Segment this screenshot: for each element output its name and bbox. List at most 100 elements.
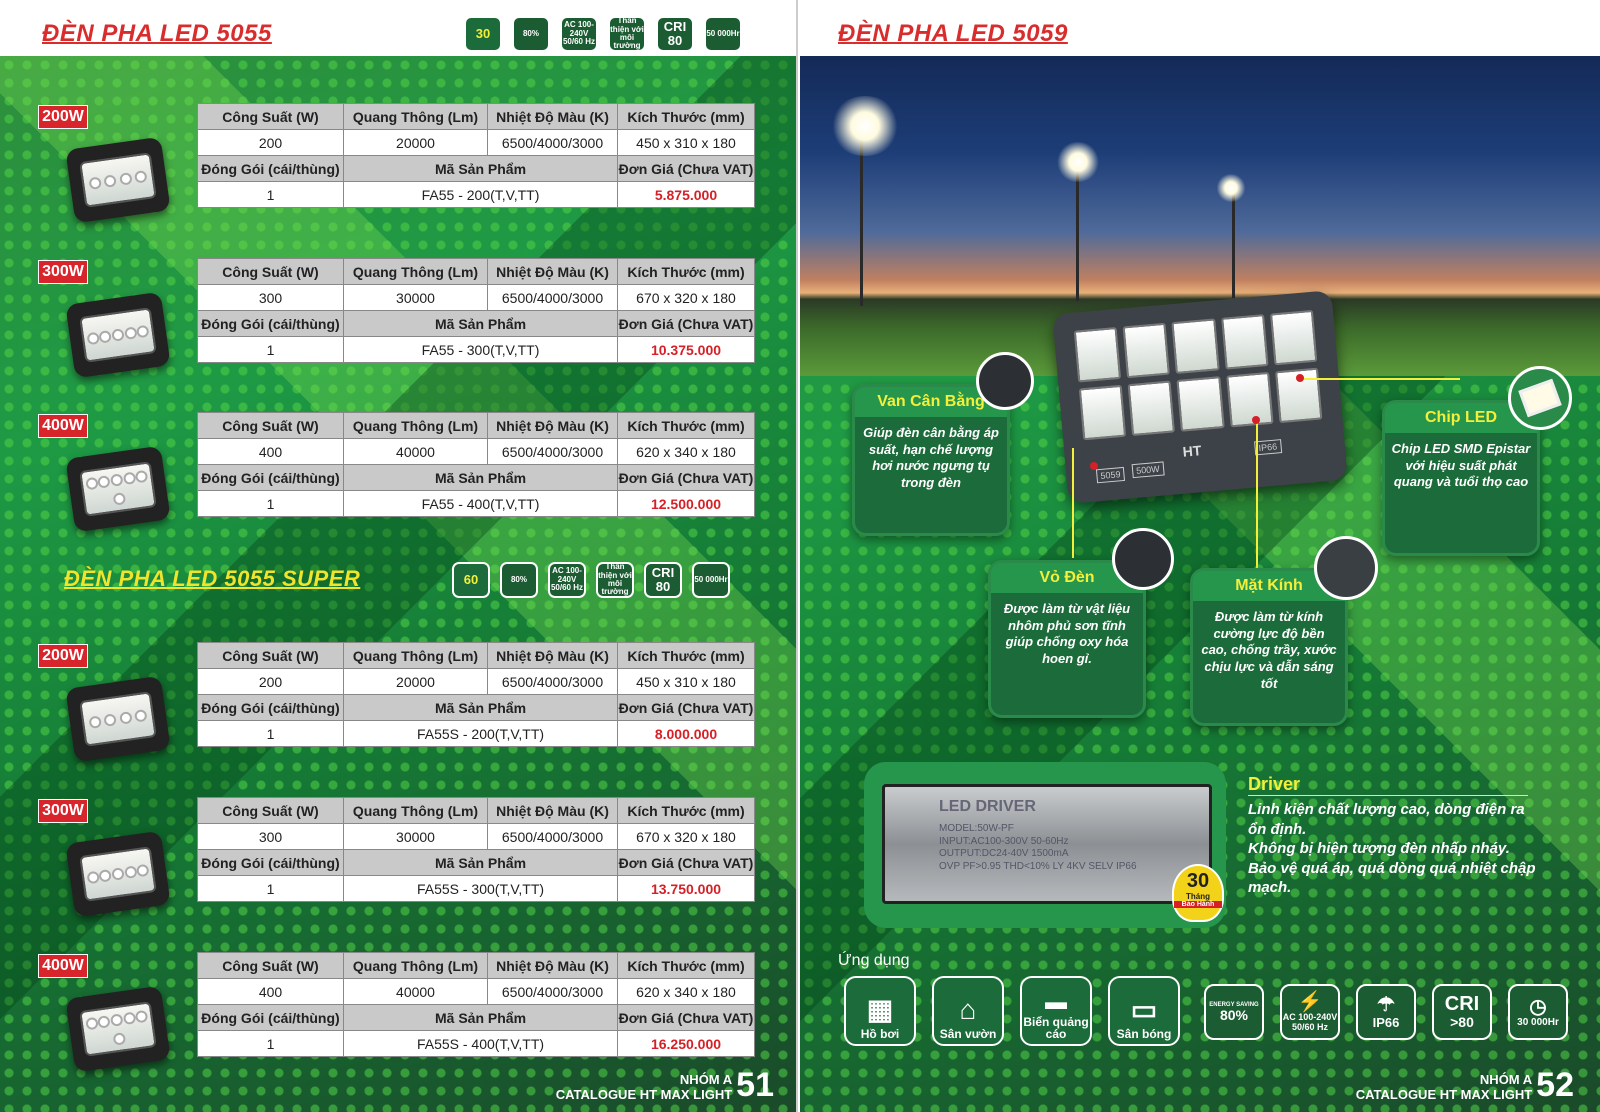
- table-row: 300 30000 6500/4000/3000 670 x 320 x 180: [197, 284, 755, 311]
- table-row: 1 FA55 - 300(T,V,TT) 10.375.000: [197, 336, 755, 363]
- callout-chip: Chip LED Chip LED SMD Epistar với hiệu s…: [1382, 400, 1540, 556]
- right-header-bar: [800, 0, 1600, 56]
- right-page-title: ĐÈN PHA LED 5059: [838, 20, 1068, 47]
- table-row: Đóng Gói (cái/thùng) Mã Sản Phẩm Đơn Giá (…: [197, 464, 755, 491]
- left-footer: NHÓM A CATALOGUE HT MAX LIGHT 51: [556, 1068, 774, 1102]
- cri-icon: CRI 80: [656, 16, 694, 52]
- floodlight-image: [65, 985, 171, 1073]
- eco-friendly-icon: Thân thiện với môi trường: [608, 16, 646, 52]
- super-section-title: ĐÈN PHA LED 5055 SUPER: [64, 566, 361, 591]
- driver-description: Linh kiện chất lượng cao, dòng điện ra ổ…: [1248, 801, 1536, 896]
- warranty-30-icon: 30: [464, 16, 502, 52]
- callout-valve-text: Giúp đèn cân bằng áp suất, hạn chế lượng…: [863, 425, 999, 490]
- energy-saving-icon: 80%: [500, 562, 538, 598]
- hero-floodlight: HT 5059 500W IP66: [1052, 290, 1348, 504]
- driver-input: INPUT:AC100-300V 50-60Hz: [939, 835, 1069, 847]
- warranty-60-icon: 60: [452, 562, 490, 598]
- wattage-badge: 400W: [38, 954, 88, 978]
- footer-group: NHÓM A: [1479, 1071, 1533, 1087]
- table-row: Đóng Gói (cái/thùng) Mã Sản Phẩm Đơn Giá (…: [197, 1004, 755, 1031]
- warranty-30-icon: 30 Tháng Bảo Hành: [1172, 864, 1224, 922]
- driver-model: MODEL:50W-PF: [939, 823, 1014, 834]
- cri-icon: CRI 80: [644, 562, 682, 598]
- table-row: Đóng Gói (cái/thùng) Mã Sản Phẩm Đơn Giá (…: [197, 849, 755, 876]
- valve-closeup: [976, 352, 1034, 410]
- floodlight-image: [65, 830, 171, 918]
- lifespan-icon: 50 000Hr: [692, 562, 730, 598]
- left-page-title: ĐÈN PHA LED 5055: [42, 20, 272, 47]
- eco-friendly-icon: Thân thiện với môi trường: [596, 562, 634, 598]
- table-row: 400 40000 6500/4000/3000 620 x 340 x 180: [197, 438, 755, 465]
- chip-pointer: [1296, 374, 1304, 382]
- price-value: 13.750.000: [617, 875, 755, 902]
- wattage-badge: 200W: [38, 644, 88, 668]
- hero-brand-logo: HT: [1182, 442, 1203, 460]
- pool-icon: ▦ Hồ bơi: [844, 976, 916, 1046]
- led-driver-image: LED DRIVER MODEL:50W-PF INPUT:AC100-300V…: [882, 784, 1212, 904]
- table-row: Đóng Gói (cái/thùng) Mã Sản Phẩm Đơn Giá (…: [197, 694, 755, 721]
- floodlight-glow: [1056, 142, 1100, 182]
- table-row: 1 FA55S - 400(T,V,TT) 16.250.000: [197, 1030, 755, 1057]
- table-row: Công Suất (W) Quang Thông (Lm) Nhiệt Độ Mà…: [197, 412, 755, 439]
- spec-table: Công Suất (W) Quang Thông (Lm) Nhiệt Độ Mà…: [197, 797, 755, 902]
- voltage-icon: ⚡ AC 100-240V 50/60 Hz: [1280, 984, 1340, 1040]
- right-footer: NHÓM A CATALOGUE HT MAX LIGHT 52: [1356, 1068, 1574, 1102]
- callout-chip-title: Chip LED: [1385, 403, 1537, 433]
- table-row: Công Suất (W) Quang Thông (Lm) Nhiệt Độ Mà…: [197, 103, 755, 130]
- lifespan-icon: ◷ 30 000Hr: [1508, 984, 1568, 1040]
- lifespan-icon: 50 000Hr: [704, 16, 742, 52]
- voltage-icon: AC 100-240V 50/60 Hz: [560, 16, 598, 52]
- page-number: 51: [736, 1066, 774, 1104]
- callout-glass-text: Được làm từ kính cường lực độ bền cao, c…: [1201, 609, 1337, 691]
- page-number: 52: [1536, 1066, 1574, 1104]
- wattage-badge: 400W: [38, 414, 88, 438]
- shell-pointer: [1090, 462, 1098, 470]
- footer-catalogue: CATALOGUE HT MAX LIGHT: [555, 1087, 733, 1102]
- callout-shell: Vỏ Đèn Được làm từ vật liệu nhôm phủ sơn…: [988, 560, 1146, 718]
- callout-chip-text: Chip LED SMD Epistar với hiệu suất phát …: [1391, 441, 1531, 490]
- table-row: Công Suất (W) Quang Thông (Lm) Nhiệt Độ Mà…: [197, 952, 755, 979]
- floodlight-image: [65, 675, 171, 763]
- floodlight-image: [65, 445, 171, 533]
- spec-table: Công Suất (W) Quang Thông (Lm) Nhiệt Độ Mà…: [197, 642, 755, 747]
- price-value: 16.250.000: [617, 1030, 755, 1057]
- table-row: 1 FA55 - 400(T,V,TT) 12.500.000: [197, 490, 755, 517]
- spec-table: Công Suất (W) Quang Thông (Lm) Nhiệt Độ Mà…: [197, 412, 755, 517]
- floodlight-image: [65, 291, 171, 379]
- energy-saving-icon: ENERGY SAVING 80%: [1204, 984, 1264, 1040]
- spec-table: Công Suất (W) Quang Thông (Lm) Nhiệt Độ Mà…: [197, 952, 755, 1057]
- stadium-icon: ▭ Sân bóng: [1108, 976, 1180, 1046]
- footer-catalogue: CATALOGUE HT MAX LIGHT: [1355, 1087, 1533, 1102]
- hero-watt-label: 500W: [1131, 461, 1165, 479]
- floodlight-image: [65, 136, 171, 224]
- ip66-icon: ☂ IP66: [1356, 984, 1416, 1040]
- footer-group: NHÓM A: [679, 1071, 733, 1087]
- table-row: 400 40000 6500/4000/3000 620 x 340 x 180: [197, 978, 755, 1005]
- table-row: Đóng Gói (cái/thùng) Mã Sản Phẩm Đơn Giá (…: [197, 310, 755, 337]
- floodlight-glow: [1216, 174, 1246, 202]
- left-page: ĐÈN PHA LED 5055 30 80% AC 100-240V 50/6…: [0, 0, 798, 1112]
- table-row: 1 FA55S - 300(T,V,TT) 13.750.000: [197, 875, 755, 902]
- table-row: 200 20000 6500/4000/3000 450 x 310 x 180: [197, 129, 755, 156]
- garden-icon: ⌂ Sân vườn: [932, 976, 1004, 1046]
- driver-title: Driver: [1248, 774, 1528, 796]
- table-row: Công Suất (W) Quang Thông (Lm) Nhiệt Độ Mà…: [197, 258, 755, 285]
- feature-badges: 30 80% AC 100-240V 50/60 Hz Thân thiện v…: [464, 16, 742, 52]
- right-page: ĐÈN PHA LED 5059: [800, 0, 1600, 1112]
- billboard-icon: ▬ Biển quảng cáo: [1020, 976, 1092, 1046]
- driver-output: OUTPUT:DC24-40V 1500mA: [939, 848, 1069, 859]
- glass-closeup: [1314, 536, 1378, 600]
- hero-model-label: 5059: [1095, 466, 1126, 484]
- table-row: 1 FA55 - 200(T,V,TT) 5.875.000: [197, 181, 755, 208]
- wattage-badge: 300W: [38, 260, 88, 284]
- applications-label: Ứng dụng: [838, 952, 910, 969]
- wattage-badge: 300W: [38, 799, 88, 823]
- voltage-icon: AC 100-240V 50/60 Hz: [548, 562, 586, 598]
- spec-table: Công Suất (W) Quang Thông (Lm) Nhiệt Độ Mà…: [197, 103, 755, 208]
- spec-table: Công Suất (W) Quang Thông (Lm) Nhiệt Độ Mà…: [197, 258, 755, 363]
- glass-pointer: [1252, 416, 1260, 424]
- price-value: 10.375.000: [617, 336, 755, 363]
- driver-label: LED DRIVER: [939, 798, 1036, 815]
- energy-saving-icon: 80%: [512, 16, 550, 52]
- wattage-badge: 200W: [38, 105, 88, 129]
